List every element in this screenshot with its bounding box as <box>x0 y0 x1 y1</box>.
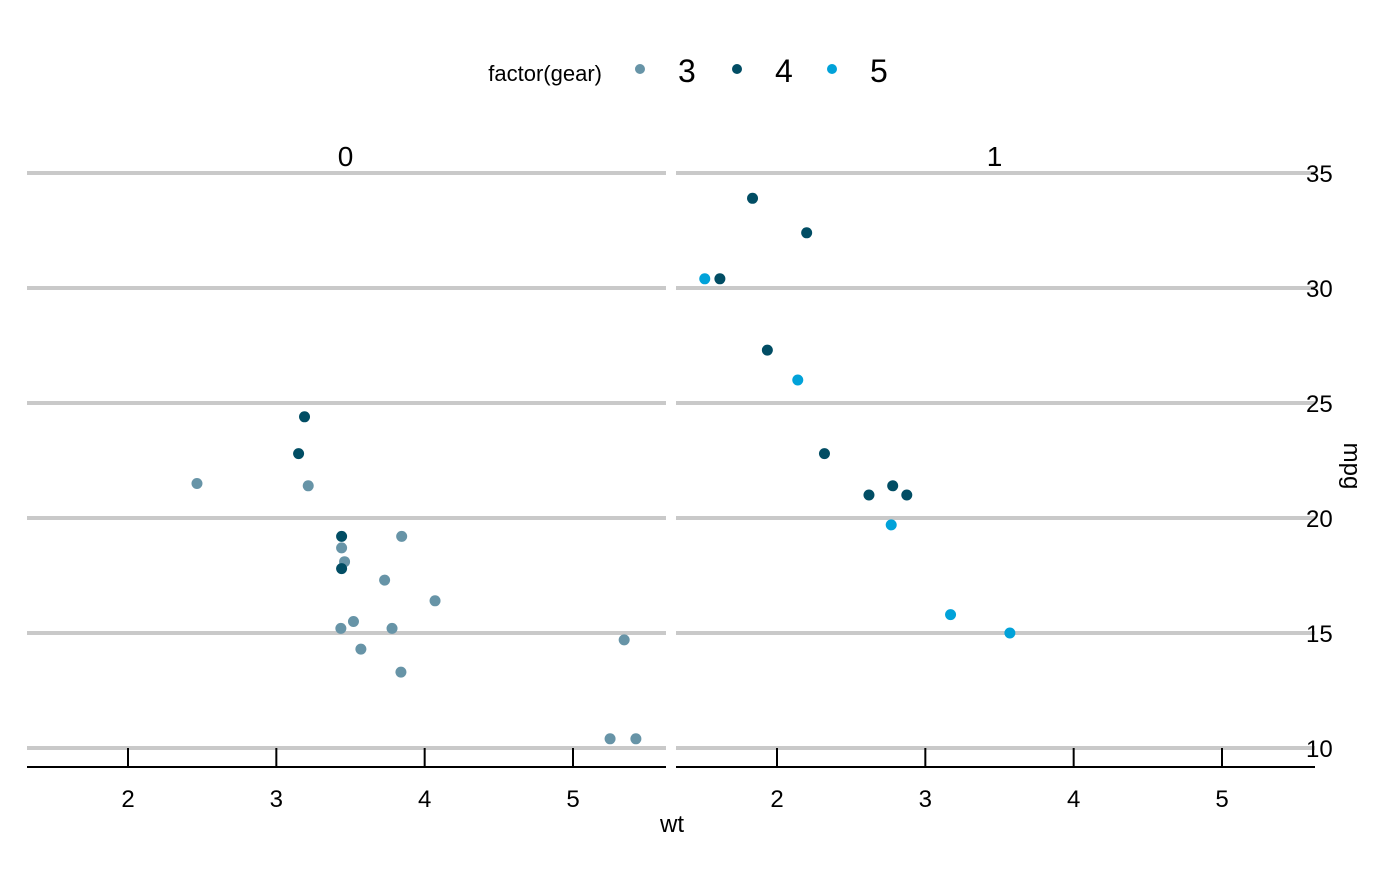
point-gear-3 <box>386 622 398 634</box>
legend: factor(gear) 3 4 5 <box>488 53 888 89</box>
legend-label-gear-3: 3 <box>678 53 696 89</box>
y-tick-label-25: 25 <box>1306 391 1333 418</box>
x-tick-label-4: 4 <box>418 786 431 813</box>
y-tick-label-30: 30 <box>1306 276 1333 303</box>
point-gear-4 <box>714 273 726 285</box>
facet-panel-0: 0 2 3 4 5 <box>27 141 666 813</box>
point-gear-4 <box>336 530 348 542</box>
point-gear-3 <box>395 666 407 678</box>
y-tick-label-10: 10 <box>1306 736 1333 763</box>
point-gear-4 <box>299 411 311 423</box>
point-gear-5 <box>792 374 804 386</box>
point-gear-3 <box>630 733 642 745</box>
legend-key-gear-3 <box>635 64 645 74</box>
x-tick-label-3: 3 <box>270 786 283 813</box>
point-gear-4 <box>818 448 830 460</box>
y-axis-title: mpg <box>1338 443 1365 490</box>
point-gear-4 <box>747 192 759 204</box>
point-gear-3 <box>604 733 616 745</box>
point-gear-4 <box>901 489 913 501</box>
point-gear-3 <box>379 574 391 586</box>
point-gear-3 <box>396 530 408 542</box>
legend-key-gear-4 <box>732 64 742 74</box>
x-axis-title: wt <box>659 811 684 838</box>
x-tick-label-3: 3 <box>919 786 932 813</box>
point-gear-4 <box>863 489 875 501</box>
point-gear-3 <box>618 634 630 646</box>
point-gear-5 <box>1004 627 1016 639</box>
y-tick-label-15: 15 <box>1306 621 1333 648</box>
legend-label-gear-4: 4 <box>775 53 793 89</box>
point-gear-3 <box>347 616 359 627</box>
x-tick-label-2: 2 <box>121 786 134 813</box>
x-tick-label-2: 2 <box>770 786 783 813</box>
facet-panel-1: 1 2 3 4 5 <box>676 141 1315 813</box>
legend-key-gear-5 <box>827 64 837 74</box>
point-gear-4 <box>761 344 773 356</box>
point-gear-4 <box>336 563 348 575</box>
facet-strip-label-0: 0 <box>338 141 354 172</box>
legend-title: factor(gear) <box>488 61 602 86</box>
point-gear-3 <box>336 542 348 554</box>
point-gear-5 <box>885 519 897 531</box>
y-tick-label-20: 20 <box>1306 506 1333 533</box>
point-gear-3 <box>355 643 367 655</box>
point-gear-3 <box>302 480 314 492</box>
point-gear-5 <box>699 273 711 285</box>
x-tick-label-5: 5 <box>566 786 579 813</box>
point-gear-3 <box>335 622 347 634</box>
legend-label-gear-5: 5 <box>870 53 888 89</box>
point-gear-4 <box>293 448 305 460</box>
point-gear-4 <box>887 480 899 492</box>
facets: 0 2 3 4 5 1 2 3 4 5 <box>27 141 1315 813</box>
x-tick-label-4: 4 <box>1067 786 1080 813</box>
point-gear-3 <box>429 595 441 607</box>
x-tick-label-5: 5 <box>1215 786 1228 813</box>
point-gear-5 <box>945 609 957 621</box>
point-gear-3 <box>191 478 203 489</box>
point-gear-4 <box>801 227 813 239</box>
facet-strip-label-1: 1 <box>987 141 1003 172</box>
y-tick-label-35: 35 <box>1306 161 1333 188</box>
